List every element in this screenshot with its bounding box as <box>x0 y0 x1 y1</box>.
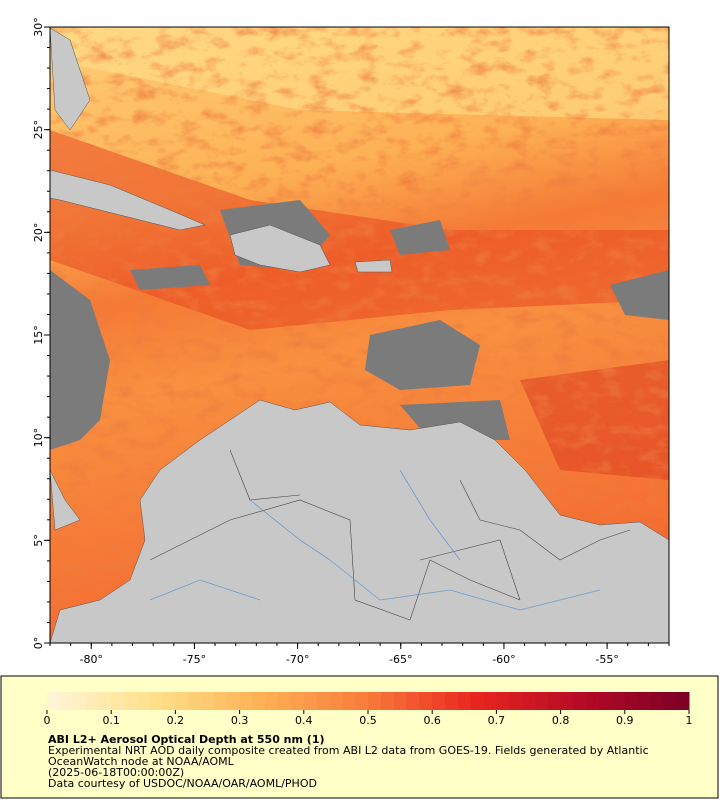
colorbar-swatch <box>368 692 382 710</box>
colorbar-tick-label: 0.2 <box>167 714 185 727</box>
colorbar-swatch <box>136 692 151 710</box>
colorbar-swatch <box>445 692 459 710</box>
colorbar-swatch <box>265 692 279 710</box>
x-tick-label: -65° <box>389 653 412 666</box>
colorbar-swatch <box>355 692 369 710</box>
caption-title: ABI L2+ Aerosol Optical Depth at 550 nm … <box>48 733 325 746</box>
y-tick-label: 5° <box>32 534 45 547</box>
colorbar-swatch <box>432 692 446 710</box>
colorbar-swatch <box>483 692 497 710</box>
colorbar-tick-label: 0.6 <box>423 714 441 727</box>
colorbar-swatch <box>290 692 305 710</box>
x-tick-label: -55° <box>595 653 618 666</box>
colorbar-swatch <box>406 692 420 710</box>
map-image <box>50 27 669 643</box>
colorbar-swatch <box>380 692 395 710</box>
colorbar-swatch <box>239 692 253 710</box>
colorbar-swatch <box>213 692 228 710</box>
colorbar-swatch <box>98 692 112 710</box>
colorbar-swatch <box>573 692 587 710</box>
caption-line: Experimental NRT AOD daily composite cre… <box>48 744 649 757</box>
colorbar-swatch <box>522 692 536 710</box>
colorbar-swatch <box>393 692 408 710</box>
colorbar-swatch <box>201 692 215 710</box>
colorbar-swatch <box>650 692 664 710</box>
colorbar-swatch <box>637 692 651 710</box>
y-tick-label: 25° <box>32 120 45 140</box>
colorbar-swatch <box>560 692 574 710</box>
colorbar-tick-label: 0.7 <box>488 714 506 727</box>
colorbar-tick-label: 0.1 <box>102 714 120 727</box>
x-tick-label: -80° <box>80 653 103 666</box>
colorbar-swatch <box>663 692 677 710</box>
caption-line: Data courtesy of USDOC/NOAA/OAR/AOML/PHO… <box>48 777 317 790</box>
colorbar-swatch <box>329 692 343 710</box>
colorbar-swatch <box>226 692 241 710</box>
colorbar-swatch <box>175 692 189 710</box>
colorbar-tick-label: 0.9 <box>616 714 634 727</box>
colorbar: 0 0.1 0.2 0.3 0.4 0.5 0.6 0.7 0.8 0.9 1 <box>44 692 693 727</box>
x-tick-label: -75° <box>183 653 206 666</box>
colorbar-swatch <box>342 692 356 710</box>
colorbar-swatch <box>509 692 523 710</box>
colorbar-swatch <box>278 692 292 710</box>
colorbar-tick-label: 0 <box>44 714 51 727</box>
y-tick-label: 15° <box>32 325 45 345</box>
colorbar-swatch <box>252 692 266 710</box>
y-tick-label: 20° <box>32 223 45 243</box>
colorbar-swatch <box>457 692 472 710</box>
colorbar-swatch <box>85 692 99 710</box>
colorbar-swatch <box>676 692 690 710</box>
colorbar-swatch <box>111 692 125 710</box>
colorbar-swatch <box>547 692 562 710</box>
colorbar-swatch <box>316 692 330 710</box>
x-tick-label: -70° <box>286 653 309 666</box>
caption-line: (2025-06-18T00:00:00Z) <box>48 766 184 779</box>
colorbar-swatch <box>47 692 61 710</box>
y-tick-label: 10° <box>32 428 45 448</box>
colorbar-swatch <box>162 692 176 710</box>
caption-line: OceanWatch node at NOAA/AOML <box>48 755 235 768</box>
colorbar-swatch <box>586 692 600 710</box>
colorbar-swatch <box>149 692 164 710</box>
y-tick-label: 30° <box>32 17 45 37</box>
colorbar-tick-label: 0.5 <box>359 714 377 727</box>
colorbar-tick-label: 0.4 <box>295 714 313 727</box>
colorbar-swatch <box>496 692 510 710</box>
colorbar-swatch <box>419 692 433 710</box>
colorbar-swatch <box>303 692 318 710</box>
colorbar-swatch <box>534 692 549 710</box>
colorbar-swatch <box>124 692 138 710</box>
colorbar-tick-label: 0.8 <box>552 714 570 727</box>
colorbar-swatch <box>611 692 626 710</box>
colorbar-swatch <box>188 692 202 710</box>
colorbar-swatch <box>72 692 87 710</box>
colorbar-swatch <box>599 692 613 710</box>
colorbar-tick-label: 0.3 <box>231 714 249 727</box>
colorbar-tick-label: 1 <box>686 714 693 727</box>
colorbar-swatch <box>624 692 639 710</box>
axes: -80° -75° -70° -65° -60° -55° 0° 5° 10° 15° 20° 25°… <box>32 17 670 666</box>
x-tick-label: -60° <box>492 653 515 666</box>
y-tick-label: 0° <box>32 637 45 650</box>
colorbar-swatch <box>470 692 485 710</box>
colorbar-swatch <box>59 692 74 710</box>
